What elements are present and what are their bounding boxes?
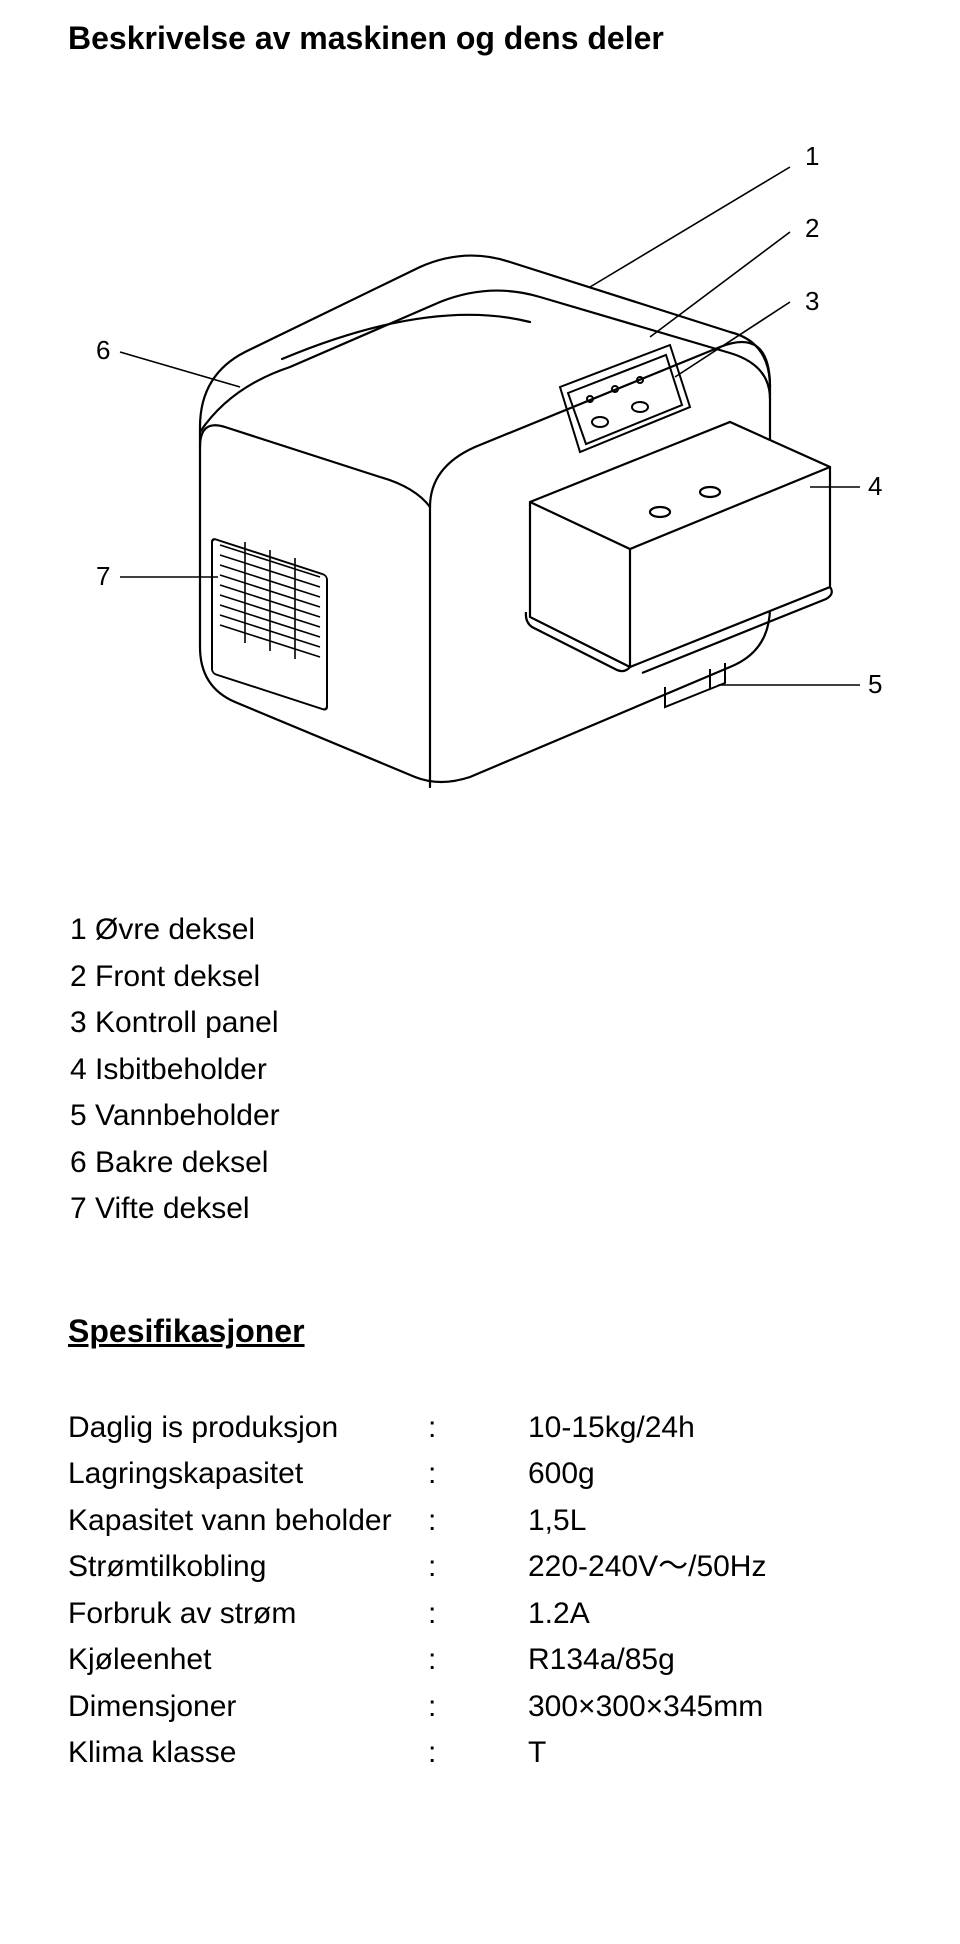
spec-title: Spesifikasjoner [68, 1313, 892, 1350]
part-num: 3 [70, 1006, 87, 1039]
machine-svg: 1 2 3 4 5 6 7 [70, 87, 890, 827]
spec-label: Kapasitet vann beholder [68, 1498, 428, 1545]
spec-colon: : [428, 1637, 528, 1684]
callout-2: 2 [805, 213, 819, 243]
spec-colon: : [428, 1451, 528, 1498]
spec-value: 1.2A [528, 1591, 590, 1638]
part-num: 1 [70, 913, 87, 946]
spec-value: 1,5L [528, 1498, 586, 1545]
spec-colon: : [428, 1591, 528, 1638]
spec-colon: : [428, 1730, 528, 1777]
spec-row: Strømtilkobling : 220-240V～/50Hz [68, 1544, 892, 1591]
part-label: Vifte deksel [95, 1192, 250, 1225]
part-item: 7 Vifte deksel [70, 1186, 892, 1233]
spec-row: Kjøleenhet : R134a/85g [68, 1637, 892, 1684]
spec-label: Forbruk av strøm [68, 1591, 428, 1638]
spec-label: Klima klasse [68, 1730, 428, 1777]
part-label: Øvre deksel [95, 913, 255, 946]
spec-colon: : [428, 1405, 528, 1452]
document-page: Beskrivelse av maskinen og dens deler [0, 0, 960, 1817]
callout-1: 1 [805, 141, 819, 171]
main-title: Beskrivelse av maskinen og dens deler [68, 20, 892, 57]
spec-label: Daglig is produksjon [68, 1405, 428, 1452]
parts-list: 1 Øvre deksel 2 Front deksel 3 Kontroll … [70, 907, 892, 1233]
spec-row: Kapasitet vann beholder : 1,5L [68, 1498, 892, 1545]
part-item: 6 Bakre deksel [70, 1140, 892, 1187]
callout-7: 7 [96, 561, 110, 591]
part-item: 4 Isbitbeholder [70, 1047, 892, 1094]
callout-4: 4 [868, 471, 882, 501]
spec-row: Klima klasse : T [68, 1730, 892, 1777]
part-num: 7 [70, 1192, 87, 1225]
spec-colon: : [428, 1544, 528, 1591]
spec-row: Lagringskapasitet : 600g [68, 1451, 892, 1498]
spec-value: 10-15kg/24h [528, 1405, 695, 1452]
spec-row: Dimensjoner : 300×300×345mm [68, 1684, 892, 1731]
spec-value: T [528, 1730, 546, 1777]
part-item: 2 Front deksel [70, 954, 892, 1001]
spec-value: R134a/85g [528, 1637, 675, 1684]
spec-label: Dimensjoner [68, 1684, 428, 1731]
callout-5: 5 [868, 669, 882, 699]
spec-row: Daglig is produksjon : 10-15kg/24h [68, 1405, 892, 1452]
spec-colon: : [428, 1684, 528, 1731]
spec-value: 600g [528, 1451, 595, 1498]
part-label: Bakre deksel [95, 1146, 268, 1179]
spec-value: 300×300×345mm [528, 1684, 763, 1731]
callout-6: 6 [96, 335, 110, 365]
machine-diagram: 1 2 3 4 5 6 7 [70, 87, 890, 827]
spec-row: Forbruk av strøm : 1.2A [68, 1591, 892, 1638]
part-label: Vannbeholder [95, 1099, 280, 1132]
part-num: 4 [70, 1053, 87, 1086]
spec-label: Lagringskapasitet [68, 1451, 428, 1498]
spec-value: 220-240V～/50Hz [528, 1544, 766, 1591]
part-item: 3 Kontroll panel [70, 1000, 892, 1047]
spec-table: Daglig is produksjon : 10-15kg/24h Lagri… [68, 1405, 892, 1777]
callout-3: 3 [805, 286, 819, 316]
part-item: 5 Vannbeholder [70, 1093, 892, 1140]
part-num: 5 [70, 1099, 87, 1132]
part-num: 2 [70, 960, 87, 993]
spec-label: Strømtilkobling [68, 1544, 428, 1591]
spec-label: Kjøleenhet [68, 1637, 428, 1684]
part-label: Isbitbeholder [95, 1053, 267, 1086]
part-num: 6 [70, 1146, 87, 1179]
part-item: 1 Øvre deksel [70, 907, 892, 954]
spec-colon: : [428, 1498, 528, 1545]
part-label: Kontroll panel [95, 1006, 278, 1039]
part-label: Front deksel [95, 960, 260, 993]
